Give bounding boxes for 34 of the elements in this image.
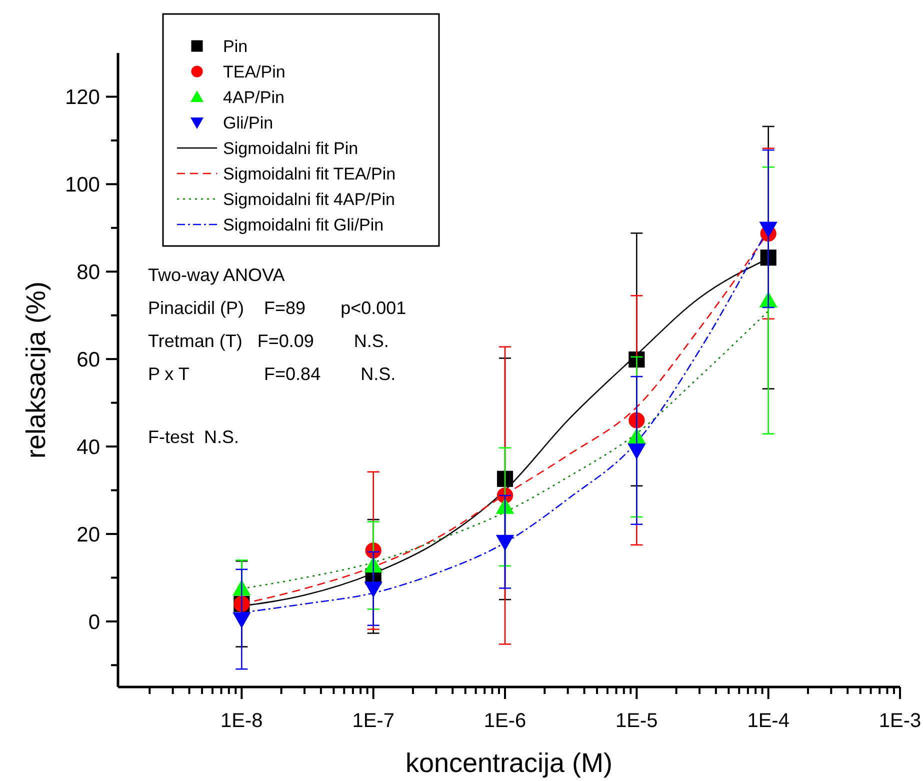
point (496, 470, 514, 487)
y-tick-label: 40 (76, 436, 100, 459)
y-tick-label: 60 (76, 348, 100, 372)
x-tick-label: 1E-8 (220, 710, 263, 732)
annotation: Two-way ANOVA (148, 265, 285, 285)
legend-label: Sigmoidalni fit Gli/Pin (223, 215, 384, 234)
point (759, 222, 778, 238)
y-tick-label: 0 (88, 610, 100, 634)
x-tick-label: 1E-5 (616, 710, 658, 732)
y-tick-label: 120 (64, 86, 100, 110)
x-tick-label: 1E-3 (878, 710, 922, 732)
legend-label: Sigmoidalni fit 4AP/Pin (223, 190, 395, 209)
y-tick-label: 20 (76, 523, 100, 546)
y-tick-label: 100 (64, 174, 100, 197)
point (232, 612, 251, 628)
annotation: P x T F=0.84 N.S. (148, 364, 396, 384)
x-axis-title: koncentracija (M) (405, 748, 613, 778)
x-tick-label: 1E-4 (747, 710, 790, 732)
legend-label: Sigmoidalni fit Pin (223, 138, 358, 158)
x-tick-label: 1E-7 (352, 710, 394, 732)
legend-label: Pin (223, 36, 248, 56)
legend-label: Gli/Pin (223, 113, 274, 132)
annotation: F-test N.S. (148, 427, 240, 447)
point (364, 582, 382, 598)
point (496, 534, 514, 551)
annotation: Pinacidil (P) F=89 p<0.001 (148, 298, 406, 318)
legend-label: Sigmoidalni fit TEA/Pin (223, 164, 396, 184)
y-axis-title: relaksacija (%) (21, 281, 51, 459)
y-tick-label: 80 (76, 260, 100, 284)
point (628, 443, 646, 460)
legend-label: 4AP/Pin (223, 88, 284, 107)
x-tick-label: 1E-6 (484, 710, 526, 732)
legend-label: TEA/Pin (223, 62, 286, 82)
annotation: Tretman (T) F=0.09 N.S. (148, 331, 389, 351)
